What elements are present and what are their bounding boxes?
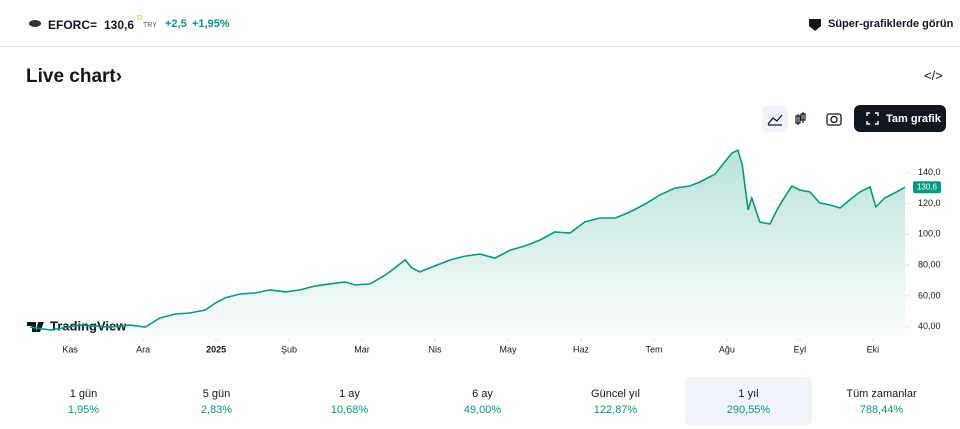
last-price-label: 130,6 [917,182,938,191]
period-label: Güncel yıl [591,388,640,400]
promo-link[interactable]: Süper-grafiklerde görün [828,18,954,30]
snapshot-icon [830,115,838,124]
period-change: 10,68% [330,404,369,416]
area-fill [30,150,905,336]
last-price-badge [913,181,941,194]
snapshot-button[interactable] [826,113,842,126]
x-tick-label: Eki [867,344,880,354]
x-tick-label: Ağu [719,344,735,354]
x-tick-label: Ara [136,344,150,354]
period-label: 1 yıl [738,388,759,400]
price-marker: D [137,15,143,22]
fullscreen-icon [866,112,879,125]
price: 130,6 [104,18,135,32]
period-change: 290,55% [726,404,771,416]
full-chart-label: Tam grafik [886,113,941,125]
promo-icon [809,19,821,31]
period-change: 1,95% [67,404,100,416]
section-title[interactable]: Live chart› [26,66,123,87]
embed-code[interactable]: </> [924,68,943,83]
y-tick-label: 120,0 [918,198,941,208]
period-tab[interactable]: 1 ay 10,68% [286,377,413,425]
period-label: 1 gün [69,388,98,400]
period-label: 6 ay [472,388,493,400]
x-tick-label: Nis [429,344,442,354]
price-line [29,148,906,331]
toolbar [762,106,842,132]
logo [29,20,41,27]
period-tab[interactable]: Güncel yıl 122,87% [552,377,679,425]
y-tick-label: 140,0 [918,167,941,177]
x-tick-label: Tem [645,344,662,354]
period-change: 49,00% [463,404,502,416]
change-pct: +1,95% [192,18,230,30]
change: +2,5 [165,18,187,30]
y-tick-label: 60,00 [918,290,941,300]
period-change: 788,44% [859,404,904,416]
period-change: 2,83% [200,404,233,416]
period-label: 1 ay [339,388,360,400]
equals: = [90,18,98,32]
x-tick-label: 2025 [206,344,226,354]
period-tabs: 1 gün 1,95% 5 gün 2,83% 1 ay 10,68% 6 ay 49,00%… [20,377,940,425]
period-tab[interactable]: 6 ay 49,00% [419,377,546,425]
period-tab[interactable]: 1 yıl 290,55% [685,377,812,425]
header: EFORC = 130,6 D TRY +2,5 +1,95% Süper-gr… [0,0,960,47]
y-tick-label: 100,0 [918,229,941,239]
x-tick-label: Haz [573,344,590,354]
period-tab[interactable]: Tüm zamanlar 788,44% [818,377,945,425]
period-label: 5 gün [202,388,231,400]
x-tick-label: Mar [354,344,370,354]
x-tick-label: Eyl [794,344,807,354]
period-tab[interactable]: 5 gün 2,83% [153,377,280,425]
area-icon [767,114,783,126]
x-tick-label: Şub [281,344,297,354]
period-tab[interactable]: 1 gün 1,95% [20,377,147,425]
period-change: 122,87% [593,404,638,416]
period-label: Tüm zamanlar [846,388,917,400]
candles-button[interactable] [795,112,806,125]
x-tick-label: Kas [62,344,78,354]
full-chart-button[interactable]: Tam grafik [854,105,946,132]
symbol: EFORC [48,18,90,32]
y-tick-label: 80,00 [918,260,941,270]
x-tick-label: May [499,344,517,354]
currency: TRY [143,22,157,29]
y-tick-label: 40,00 [918,321,941,331]
